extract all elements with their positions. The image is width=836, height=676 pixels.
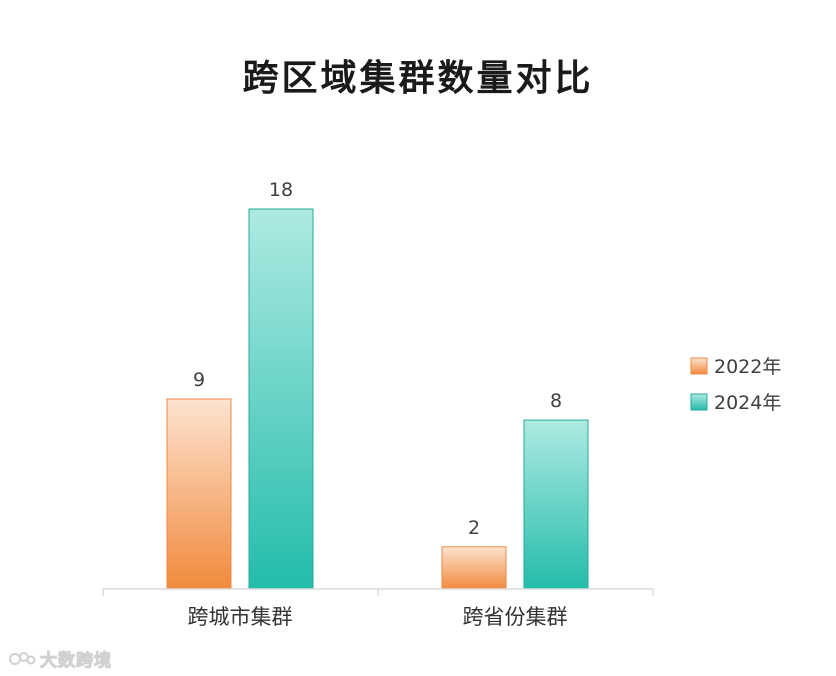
watermark: 大数跨境 xyxy=(8,646,112,672)
category-label: 跨省份集群 xyxy=(463,605,568,629)
watermark-text: 大数跨境 xyxy=(40,651,112,672)
legend: 2022年 2024年 xyxy=(690,356,781,414)
data-label: 2 xyxy=(468,517,480,539)
legend-label: 2024年 xyxy=(714,392,781,414)
category-label: 跨城市集群 xyxy=(188,605,293,629)
legend-swatch xyxy=(690,357,708,375)
watermark-logo-icon xyxy=(9,651,36,665)
data-label: 8 xyxy=(550,390,562,412)
bar xyxy=(248,208,314,590)
data-label: 18 xyxy=(269,179,293,201)
legend-label: 2022年 xyxy=(714,356,781,378)
chart-title: 跨区域集群数量对比 xyxy=(242,58,593,99)
bar xyxy=(166,398,232,590)
bar xyxy=(441,546,507,590)
data-label: 9 xyxy=(193,369,205,391)
legend-swatch xyxy=(690,393,708,411)
bar xyxy=(523,419,589,590)
